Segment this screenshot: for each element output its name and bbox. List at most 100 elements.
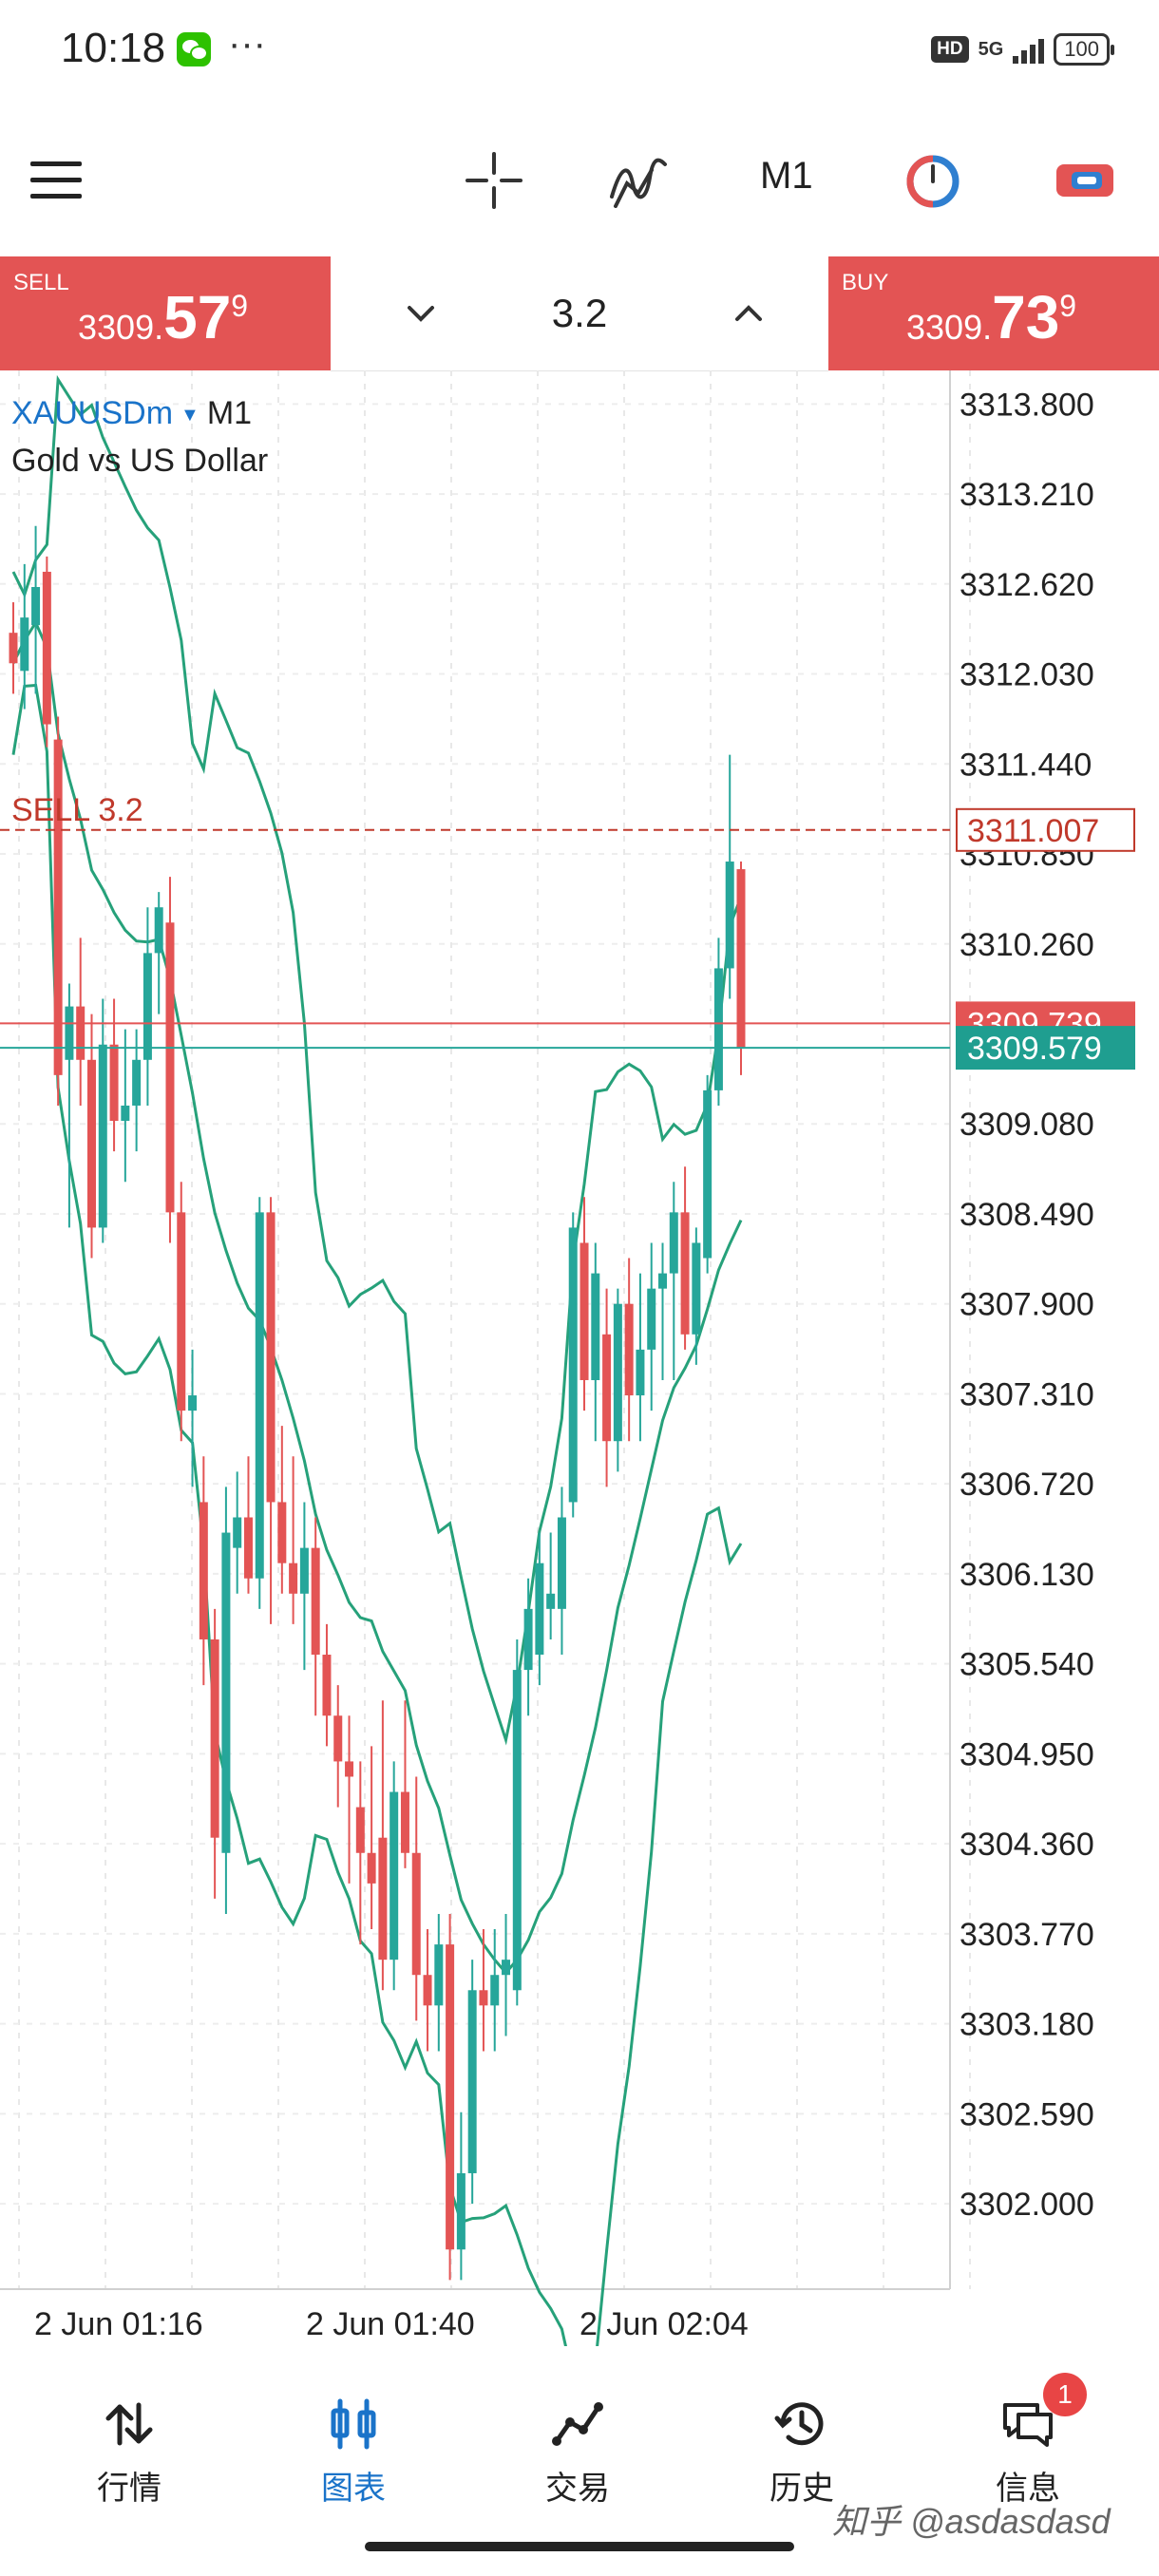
candle-body: [713, 968, 723, 1090]
nav-history-label: 历史: [770, 2471, 834, 2507]
candle-body: [624, 1303, 634, 1396]
y-tick-label: 3304.950: [960, 1736, 1094, 1772]
price-chart[interactable]: SELL 3.2 3313.800 3313.210 3312.620 3312.03…: [0, 370, 1159, 2346]
y-tick-label: 3312.030: [960, 657, 1094, 693]
candle-body: [703, 1089, 712, 1259]
position-price-tag-box: [956, 807, 1135, 852]
chevron-up-icon[interactable]: [720, 285, 777, 342]
volume-value[interactable]: 3.2: [551, 291, 608, 335]
candle-body: [266, 1212, 276, 1503]
candle-body: [86, 1059, 96, 1228]
menu-icon[interactable]: [30, 161, 82, 199]
x-tick-label: 2 Jun 02:04: [580, 2306, 749, 2342]
candle-body: [535, 1563, 544, 1656]
candle-body: [613, 1303, 622, 1442]
candle-body: [289, 1563, 298, 1594]
symbol-name[interactable]: XAUUSDm: [11, 395, 174, 431]
y-tick-label: 3302.590: [960, 2096, 1094, 2132]
sell-price: 3309. 57 9: [78, 283, 249, 351]
chevron-down-icon[interactable]: [392, 285, 449, 342]
hd-badge: HD: [931, 36, 969, 63]
nav-history[interactable]: 历史: [726, 2396, 878, 2509]
x-tick-label: 2 Jun 01:16: [34, 2306, 203, 2342]
y-tick-label: 3305.540: [960, 1647, 1094, 1683]
history-icon: [774, 2402, 824, 2446]
indicators-icon[interactable]: [608, 155, 669, 208]
candle-body: [423, 1975, 432, 2006]
candle-body: [390, 1791, 399, 1960]
y-tick-label: 3306.720: [960, 1467, 1094, 1503]
candle-body: [277, 1502, 287, 1563]
bid-price-tag-box: [956, 1026, 1135, 1070]
position-label: SELL 3.2: [11, 792, 143, 828]
candle-body: [142, 953, 152, 1060]
candle-body: [311, 1547, 320, 1656]
y-tick-label: 3304.360: [960, 1827, 1094, 1863]
symbol-description: Gold vs US Dollar: [11, 443, 269, 479]
bid-price-tag: 3309.579: [956, 1026, 1135, 1070]
y-tick-label: 3306.130: [960, 1557, 1094, 1593]
candle-body: [446, 1944, 455, 2250]
sell-button[interactable]: SELL 3309. 57 9: [0, 256, 331, 370]
candle-body: [221, 1532, 231, 1853]
y-tick-label: 3303.180: [960, 2007, 1094, 2043]
nav-chart[interactable]: 图表: [277, 2396, 429, 2509]
y-tick-label: 3313.800: [960, 387, 1094, 423]
status-indicators: HD 5G 100: [931, 30, 1114, 68]
candle-body: [132, 1059, 142, 1106]
candle-body: [233, 1517, 242, 1548]
candle-body: [53, 739, 63, 1075]
nav-quotes[interactable]: 行情: [53, 2396, 205, 2509]
symbol-header: XAUUSDm ▼ M1: [11, 395, 252, 432]
candle-body: [636, 1349, 645, 1396]
y-tick-label: 3313.210: [960, 477, 1094, 513]
position-price-tag: 3311.007: [956, 807, 1135, 852]
candle-body: [591, 1273, 600, 1380]
candle-body: [580, 1242, 589, 1380]
objects-icon[interactable]: [1054, 159, 1115, 202]
candle-body: [367, 1852, 376, 1884]
candle-body: [322, 1655, 332, 1716]
y-tick-label: 3303.770: [960, 1917, 1094, 1953]
timeframe-button[interactable]: M1: [760, 155, 813, 197]
position-price-tag-text: 3311.007: [967, 813, 1099, 849]
candle-body: [490, 1975, 500, 2006]
crosshair-icon[interactable]: [466, 152, 522, 209]
volume-control: 3.2: [331, 256, 828, 371]
candle-body: [76, 1006, 86, 1060]
candle-body: [20, 617, 29, 672]
nav-trade[interactable]: 交易: [502, 2396, 654, 2509]
symbol-dropdown-icon[interactable]: ▼: [180, 404, 200, 426]
band-lower: [11, 683, 743, 2346]
band-middle: [11, 619, 743, 1976]
chart-canvas[interactable]: SELL 3.2 3313.800 3313.210 3312.620 3312.03…: [0, 370, 1159, 2346]
candle-body: [502, 1960, 511, 1976]
battery-icon: 100: [1054, 33, 1114, 66]
candle-body: [355, 1807, 365, 1853]
symbol-timeframe: M1: [206, 395, 253, 431]
timer-icon[interactable]: [904, 153, 961, 210]
candle-body: [121, 1105, 130, 1122]
home-indicator[interactable]: [365, 2542, 794, 2551]
y-tick-label: 3310.260: [960, 927, 1094, 963]
candle-body: [725, 862, 734, 969]
candle-body: [109, 1044, 119, 1122]
buy-button[interactable]: BUY 3309. 73 9: [828, 256, 1159, 370]
bottom-navigation: 行情 图表 交易 历史 1 信息 知乎 @asdasdasd: [0, 2354, 1159, 2576]
status-bar: 10:18 ··· HD 5G 100: [0, 0, 1159, 100]
nav-messages[interactable]: 1 信息: [952, 2373, 1104, 2509]
network-type: 5G: [978, 39, 1004, 60]
candle-body: [411, 1852, 421, 1976]
candle-body: [243, 1517, 253, 1579]
candle-body: [692, 1242, 701, 1335]
band-upper: [11, 374, 743, 1746]
candle-body: [31, 587, 41, 626]
candle-body: [512, 1670, 522, 1991]
y-tick-label: 3308.490: [960, 1197, 1094, 1233]
candle-body: [568, 1227, 578, 1503]
candle-body: [65, 1006, 74, 1060]
candle-body: [669, 1212, 678, 1274]
y-tick-label: 3312.620: [960, 567, 1094, 603]
y-tick-label: 3309.080: [960, 1107, 1094, 1143]
candle-body: [333, 1715, 343, 1762]
